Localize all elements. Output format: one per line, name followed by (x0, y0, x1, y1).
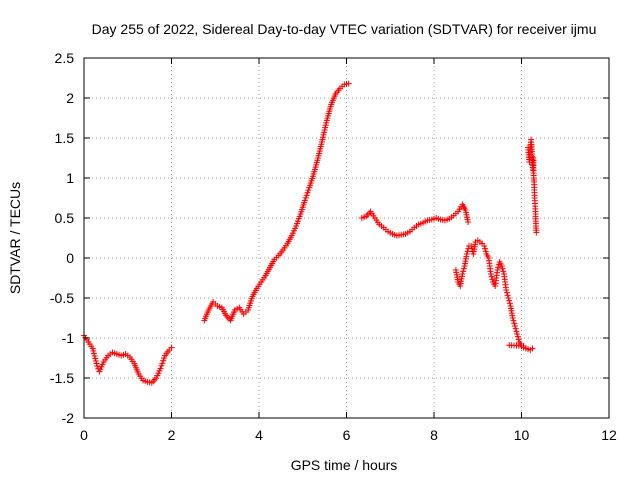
y-tick-label: -2 (62, 410, 75, 426)
x-tick-label: 10 (514, 427, 530, 443)
data-point-marker (500, 268, 507, 275)
data-point-marker (158, 362, 165, 369)
data-point-marker (91, 350, 97, 357)
data-point-marker (494, 267, 501, 273)
data-point-marker (487, 271, 494, 277)
x-tick-label: 6 (343, 427, 351, 443)
data-point-marker (499, 265, 506, 272)
y-tick-label: 2 (66, 90, 74, 106)
data-point-marker (481, 243, 488, 249)
data-point-marker (161, 355, 168, 362)
y-axis-tick-labels: -2 -1.5 -1 -0.5 0 0.5 1 1.5 2 2.5 (50, 50, 74, 426)
data-point-marker (168, 344, 175, 351)
y-tick-label: 0 (66, 250, 74, 266)
data-point-marker (504, 292, 511, 299)
data-point-marker (511, 323, 518, 329)
data-point-marker (506, 297, 513, 304)
data-point-marker (495, 264, 502, 271)
data-point-marker (533, 229, 540, 236)
data-point-marker (304, 189, 311, 196)
data-point-marker (503, 289, 510, 296)
x-axis-label: GPS time / hours (291, 457, 398, 473)
data-point-marker (94, 363, 101, 369)
axis-ticks (83, 57, 610, 419)
data-point-marker (503, 287, 510, 293)
data-point-marker (160, 357, 167, 364)
data-point-marker (498, 263, 505, 269)
data-point-marker (92, 355, 99, 362)
data-point-marker (512, 325, 519, 332)
data-point-marker (459, 271, 466, 277)
x-tick-label: 8 (430, 427, 438, 443)
data-point-marker (460, 268, 467, 275)
data-point-marker (510, 317, 517, 324)
data-point-marker (515, 336, 522, 343)
data-point-marker (520, 343, 527, 349)
data-point-marker (513, 328, 520, 335)
data-point-marker (505, 295, 512, 301)
y-axis-label: SDTVAR / TECUs (7, 182, 23, 294)
x-tick-label: 4 (255, 427, 263, 443)
data-point-marker (90, 347, 97, 354)
data-point-marker (345, 80, 352, 87)
y-tick-label: -1 (62, 330, 75, 346)
data-point-marker (468, 243, 475, 249)
data-point-marker (460, 265, 467, 272)
data-point-marker (514, 333, 521, 340)
data-point-marker (302, 194, 309, 201)
data-point-marker (301, 197, 308, 204)
data-point-marker (303, 192, 310, 199)
grid (84, 58, 609, 418)
y-tick-label: -1.5 (50, 370, 74, 386)
y-tick-label: 0.5 (55, 210, 75, 226)
data-point-marker (305, 187, 312, 194)
data-point-marker (489, 276, 496, 283)
y-tick-label: 1.5 (55, 130, 75, 146)
data-series-sdtvar (81, 80, 540, 386)
data-point-marker (514, 331, 521, 337)
data-point-marker (465, 219, 472, 225)
data-point-marker (89, 345, 96, 352)
x-tick-label: 2 (168, 427, 176, 443)
data-point-marker (463, 251, 470, 257)
x-axis-tick-labels: 0 2 4 6 8 10 12 (80, 427, 617, 443)
data-point-marker (482, 245, 489, 252)
data-point-marker (488, 273, 495, 280)
data-point-marker (509, 315, 516, 321)
data-point-marker (506, 300, 513, 307)
y-tick-label: 2.5 (55, 50, 75, 66)
x-tick-label: 0 (80, 427, 88, 443)
y-tick-label: -0.5 (50, 290, 74, 306)
data-point-marker (91, 352, 98, 359)
data-point-marker (511, 320, 518, 327)
y-tick-label: 1 (66, 170, 74, 186)
data-point-marker (482, 248, 489, 255)
data-point-marker (159, 360, 166, 367)
data-point-marker (529, 345, 536, 352)
chart-title: Day 255 of 2022, Sidereal Day-to-day VTE… (92, 21, 597, 37)
data-point-marker (93, 360, 100, 367)
data-point-marker (92, 357, 99, 364)
data-point-marker (157, 365, 164, 372)
data-point-marker (464, 248, 471, 255)
x-tick-label: 12 (601, 427, 617, 443)
